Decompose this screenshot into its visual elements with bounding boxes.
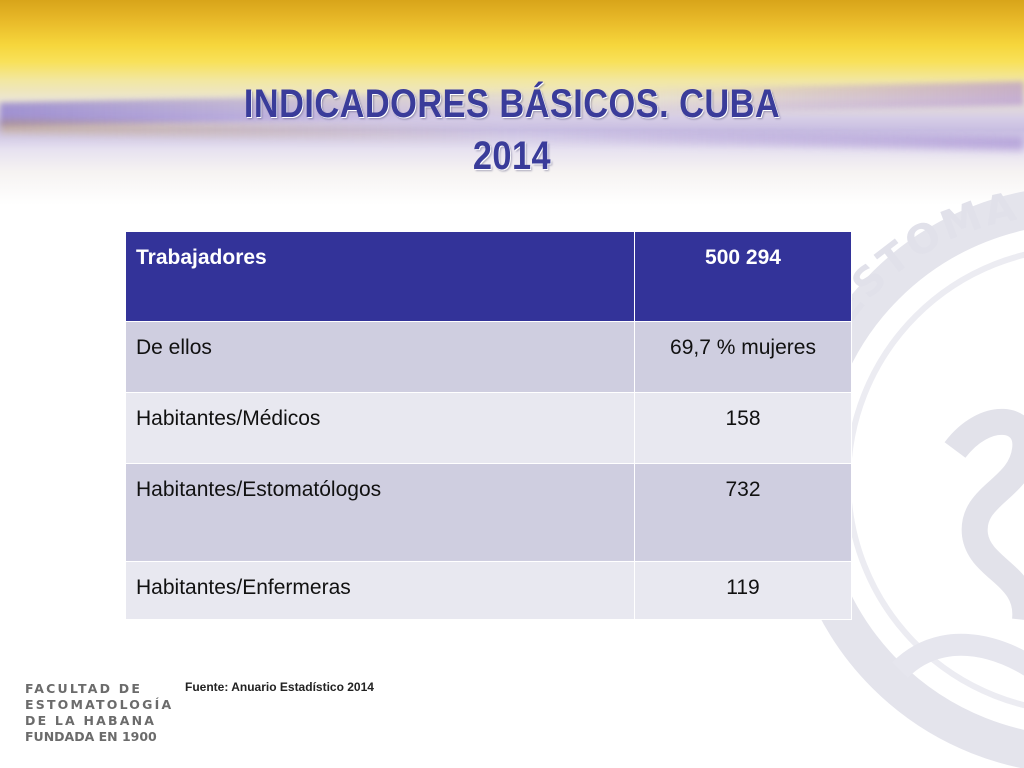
row-label-cell: Habitantes/Enfermeras <box>125 561 635 620</box>
row-label-cell: Habitantes/Estomatólogos <box>125 463 635 562</box>
row-label-cell: Habitantes/Médicos <box>125 392 635 464</box>
logo-line-2: ESTOMATOLOGÍA <box>25 697 174 712</box>
table-row: Habitantes/Médicos 158 <box>125 392 852 464</box>
indicators-table: Trabajadores 500 294 De ellos 69,7 % muj… <box>125 231 852 620</box>
row-label-cell: De ellos <box>125 321 635 393</box>
table-row: De ellos 69,7 % mujeres <box>125 321 852 393</box>
logo-line-4: FUNDADA EN 1900 <box>25 729 157 744</box>
table-header-row: Trabajadores 500 294 <box>125 231 852 322</box>
row-value-cell: 732 <box>634 463 852 562</box>
table-row: Habitantes/Enfermeras 119 <box>125 561 852 620</box>
logo-line-3: DE LA HABANA <box>25 713 157 728</box>
row-value-cell: 69,7 % mujeres <box>634 321 852 393</box>
title-line-2: 2014 <box>472 134 552 178</box>
row-value-cell: 119 <box>634 561 852 620</box>
header-label-cell: Trabajadores <box>125 231 635 322</box>
table-row: Habitantes/Estomatólogos 732 <box>125 463 852 562</box>
title-line-1: INDICADORES BÁSICOS. CUBA <box>243 82 781 126</box>
faculty-logo: FACULTAD DE ESTOMATOLOGÍA DE LA HABANA F… <box>25 681 173 745</box>
slide-title: INDICADORES BÁSICOS. CUBA 2014 <box>72 78 953 182</box>
logo-line-1: FACULTAD DE <box>25 681 143 696</box>
row-value-cell: 158 <box>634 392 852 464</box>
header-value-cell: 500 294 <box>634 231 852 322</box>
source-note: Fuente: Anuario Estadístico 2014 <box>185 680 374 694</box>
